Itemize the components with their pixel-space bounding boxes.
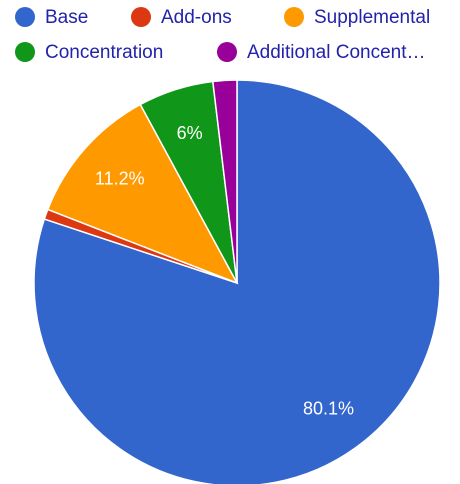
legend-label: Supplemental xyxy=(314,7,430,28)
slice-label: 80.1% xyxy=(303,398,354,418)
legend-swatch xyxy=(15,42,35,62)
legend-swatch xyxy=(217,42,237,62)
legend-swatch xyxy=(15,7,35,27)
legend-label: Additional Concent… xyxy=(247,42,426,63)
legend-label: Base xyxy=(45,7,88,28)
legend-swatch xyxy=(131,7,151,27)
pie-slice xyxy=(46,103,239,285)
slice-label: 11.2% xyxy=(95,168,145,188)
pie-slice xyxy=(211,79,238,284)
slice-label: 6% xyxy=(177,123,203,143)
legend-swatch xyxy=(284,7,304,27)
legend-label: Add-ons xyxy=(161,7,232,28)
legend-label: Concentration xyxy=(45,42,163,63)
